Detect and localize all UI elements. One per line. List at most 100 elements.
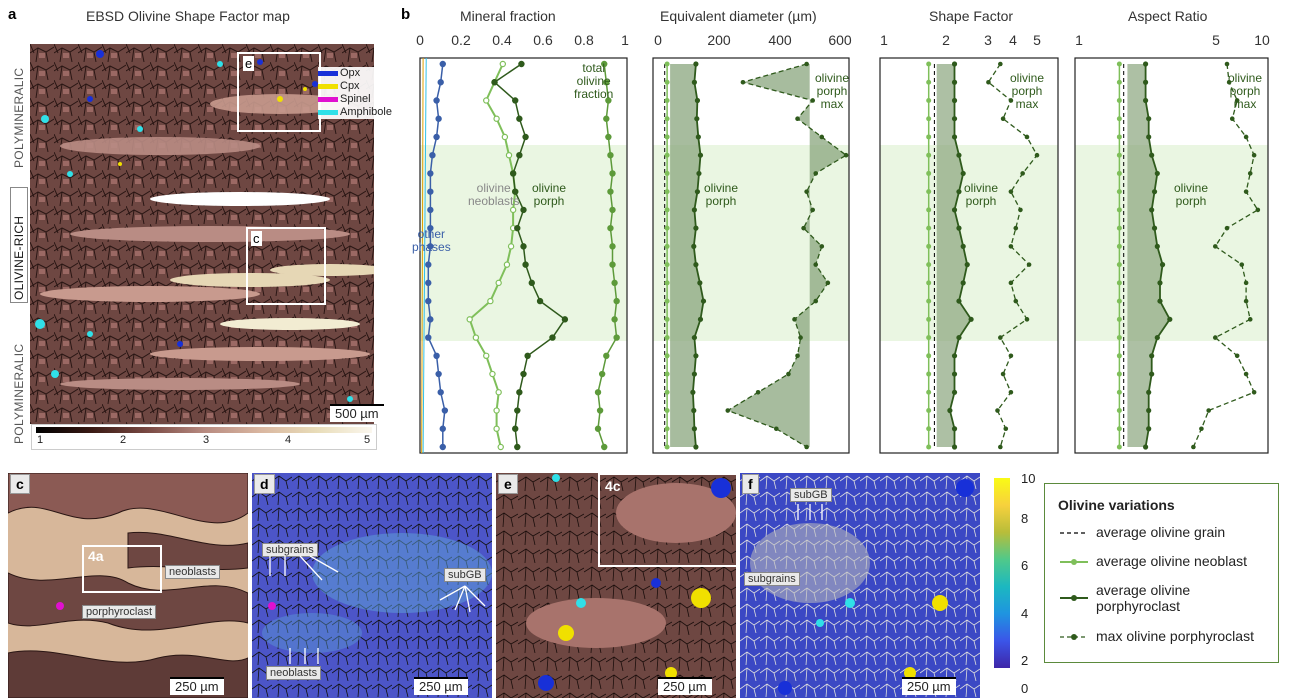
series-point-mf-0-2: [483, 97, 490, 104]
series-point-max-2-15: [998, 335, 1003, 340]
series-point-mf-0-10: [507, 243, 515, 250]
series-point-neoblast-2-12: [926, 280, 932, 286]
series-point-porph-3-1: [1142, 79, 1149, 85]
series-point-porph-1-17: [691, 371, 698, 377]
legend-swatch-dark-green: [1060, 595, 1088, 601]
series-point-mf-1-13: [536, 297, 544, 305]
series-point-neoblast-3-7: [1116, 189, 1122, 195]
series-point-mf-0-13: [487, 297, 494, 305]
series-point-mf-3-5: [429, 151, 436, 159]
panel-e-inset-label: 4c: [605, 478, 621, 494]
plot-frame-2: [879, 57, 1059, 454]
mf-tick-02: 0.2: [451, 32, 471, 48]
series-point-porph-3-3: [1146, 116, 1152, 122]
series-line-mf-1: [493, 63, 566, 448]
series-point-mf-3-6: [427, 170, 434, 177]
series-point-max-2-2: [1008, 98, 1014, 103]
series-point-mf-1-8: [520, 206, 527, 214]
misorientation-colorbar: [994, 478, 1010, 668]
profile-charts: [419, 57, 1269, 454]
sf-tick-5: 5: [1033, 32, 1041, 48]
series-point-mf-1-11: [522, 261, 529, 268]
series-point-max-3-14: [1247, 317, 1253, 322]
series-point-max-2-5: [1034, 152, 1040, 158]
series-point-neoblast-1-19: [664, 408, 670, 414]
series-point-porph-1-9: [693, 225, 699, 231]
series-point-porph-3-17: [1149, 371, 1155, 377]
series-point-mf-1-15: [549, 334, 556, 341]
series-point-porph-1-7: [694, 189, 701, 195]
series-point-porph-1-20: [691, 426, 698, 432]
series-point-mf-0-18: [495, 389, 502, 396]
cb-tick-4: 4: [1021, 606, 1029, 621]
legend-item-average-neoblast: average olivine neoblast: [1058, 553, 1247, 569]
panel-label-e: e: [498, 474, 518, 494]
amphibole-trace: [422, 57, 427, 454]
series-point-neoblast-3-21: [1116, 444, 1122, 450]
series-point-neoblast-2-6: [926, 170, 932, 176]
series-point-max-1-21: [804, 444, 809, 450]
series-point-porph-2-0: [951, 61, 958, 67]
series-point-mf-2-13: [613, 297, 620, 305]
series-point-max-3-1: [1226, 79, 1232, 85]
series-point-porph-3-9: [1151, 225, 1158, 231]
series-point-porph-3-4: [1146, 134, 1152, 140]
series-point-max-3-4: [1243, 134, 1249, 140]
series-point-neoblast-3-6: [1116, 170, 1122, 176]
panel-label-c: c: [10, 474, 30, 494]
series-point-neoblast-2-14: [926, 316, 932, 322]
series-point-max-3-5: [1251, 152, 1257, 158]
panel-d-texture: [252, 473, 492, 698]
series-point-mf-0-17: [489, 370, 496, 378]
legend-item-average-grain: average olivine grain: [1058, 524, 1225, 540]
series-max-3: [1192, 63, 1259, 448]
panel-f-label-subgrains: subgrains: [744, 572, 800, 586]
series-point-mf-2-7: [607, 188, 614, 195]
series-point-max-1-10: [819, 244, 825, 249]
series-point-mf-2-21: [601, 443, 608, 451]
colorbar-tick-3: 3: [203, 434, 210, 446]
series-point-porph-2-7: [956, 189, 962, 195]
series-point-neoblast-2-15: [926, 335, 932, 341]
plot-frame-0: [419, 57, 628, 454]
col-title-aspect-ratio: Aspect Ratio: [1128, 8, 1208, 24]
series-point-max-2-12: [1008, 280, 1014, 286]
series-point-neoblast-1-20: [664, 426, 670, 432]
series-point-mf-3-17: [435, 370, 442, 378]
series-point-porph-1-15: [691, 334, 698, 341]
series-point-mf-3-11: [425, 261, 432, 268]
series-point-max-1-16: [795, 353, 800, 359]
sf-tick-2: 2: [942, 32, 950, 48]
legend-item-average-porphyroclast: average olivine porphyroclast: [1058, 582, 1190, 614]
series-point-mf-2-9: [607, 224, 614, 232]
series-porph-1: [691, 63, 705, 448]
series-point-neoblast-1-16: [664, 353, 670, 359]
series-point-neoblast-3-2: [1116, 97, 1122, 103]
series-point-max-1-1: [740, 79, 746, 85]
panel-a-title: EBSD Olivine Shape Factor map: [86, 8, 290, 24]
series-point-max-2-6: [1020, 171, 1025, 176]
annot-olivine-porph-ed: olivine porph: [704, 181, 739, 208]
series-point-max-3-7: [1243, 189, 1249, 194]
ed-tick-400: 400: [768, 32, 792, 48]
cb-tick-6: 6: [1021, 558, 1029, 573]
series-point-neoblast-3-19: [1116, 408, 1122, 414]
series-point-neoblast-2-1: [926, 79, 932, 85]
series-point-max-1-14: [792, 317, 797, 322]
series-point-max-2-17: [1000, 371, 1006, 377]
inset-box-c: [246, 227, 326, 305]
series-point-max-2-10: [1008, 244, 1014, 249]
panel-d-label-subgb: subGB: [444, 568, 486, 582]
series-point-porph-1-4: [695, 134, 701, 140]
phase-legend-amphibole: Amphibole: [318, 106, 392, 119]
series-point-neoblast-3-12: [1116, 280, 1122, 286]
series-point-porph-1-11: [693, 262, 699, 268]
series-point-mf-0-19: [493, 407, 500, 414]
series-point-porph-2-17: [951, 371, 958, 377]
olivine-rich-band-3: [1075, 145, 1268, 341]
series-point-mf-3-0: [439, 60, 446, 68]
colorbar-tick-2: 2: [120, 434, 127, 446]
series-point-max-1-9: [801, 225, 806, 231]
cb-tick-8: 8: [1021, 511, 1029, 526]
series-point-mf-0-0: [499, 60, 506, 68]
